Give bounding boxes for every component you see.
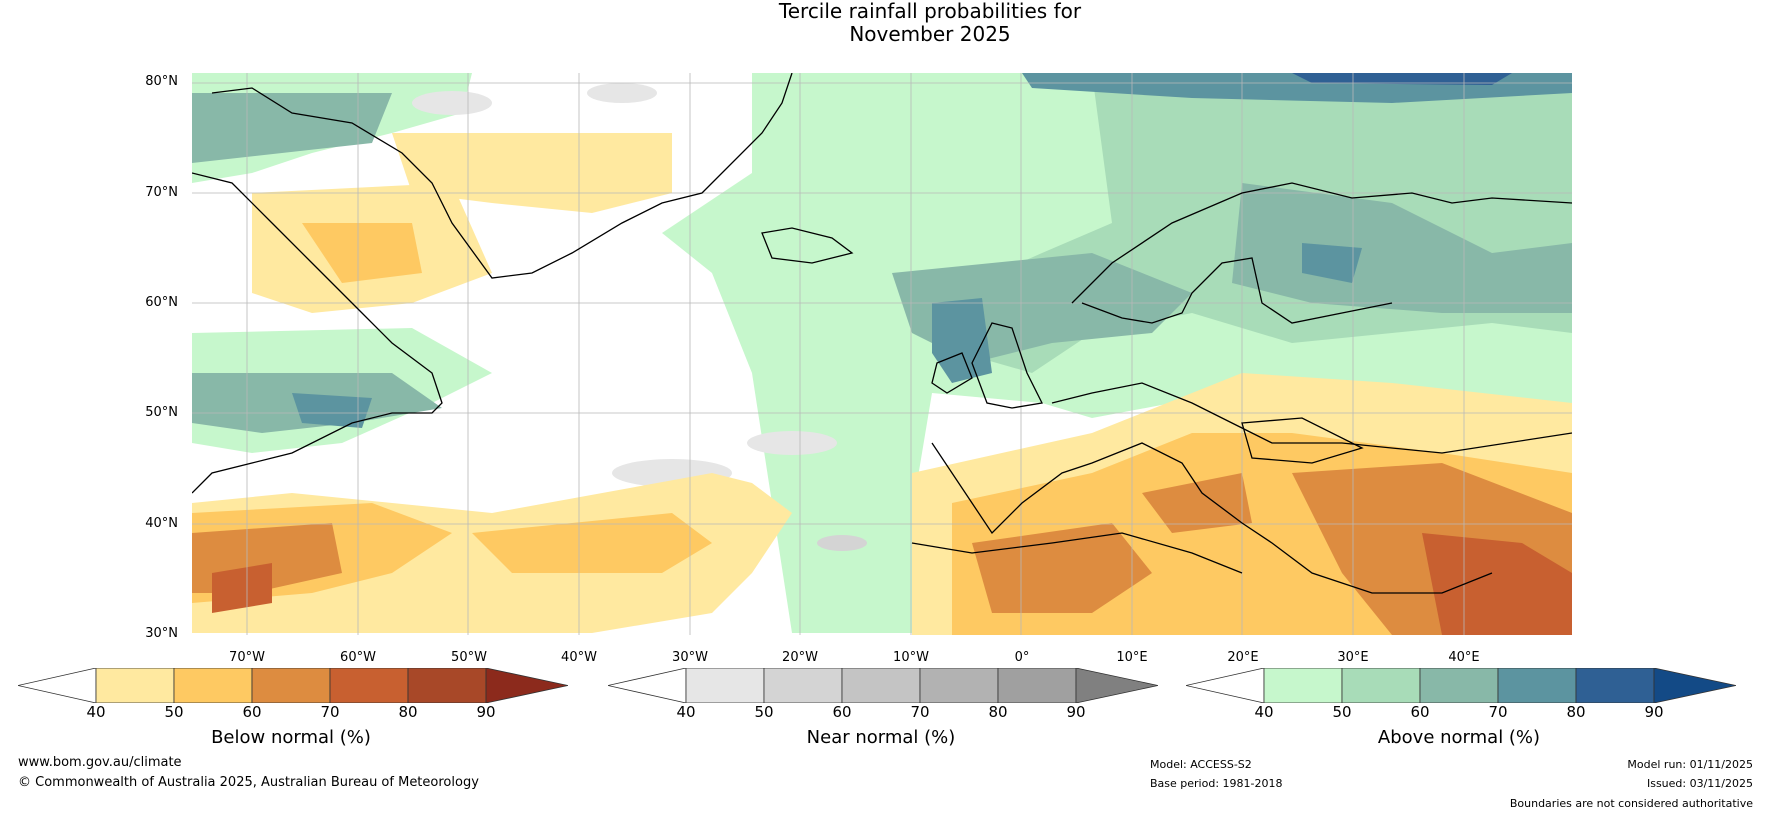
footer-issued: Issued: 03/11/2025 [1646,777,1753,790]
probability-map [192,73,1572,635]
lon-label-40w: 40°W [561,650,597,665]
cbar3-tick-70: 70 [1488,703,1508,721]
cbar1-bin-40-50 [95,667,175,704]
footer-model: Model: ACCESS-S2 [1150,758,1252,771]
cbar1-tick-70: 70 [320,703,340,721]
cbar1-bin-50-60 [173,667,253,704]
lon-label-30w: 30°W [672,650,708,665]
cbar1-bin-60-70 [251,667,331,704]
cbar2-upper-extend [1075,667,1159,704]
cbar1-lower-extend [17,667,97,704]
cbar2-bin-40-50 [685,667,765,704]
footer-boundaries-note: Boundaries are not considered authoritat… [1509,797,1753,810]
colorbar-near-normal-label: Near normal (%) [806,727,956,748]
cbar3-bin-80-90 [1575,667,1655,704]
cbar2-tick-60: 60 [832,703,852,721]
cbar2-bin-50-60 [763,667,843,704]
cbar1-bin-70-80 [329,667,409,704]
cbar2-tick-70: 70 [910,703,930,721]
footer-model-run: Model run: 01/11/2025 [1627,758,1753,771]
cbar1-tick-40: 40 [86,703,106,721]
footer-base-period: Base period: 1981-2018 [1150,777,1283,790]
cbar3-tick-50: 50 [1332,703,1352,721]
colorbar-above-normal-swatches [1185,667,1737,704]
cbar2-lower-extend [607,667,687,704]
cbar3-bin-40-50 [1263,667,1343,704]
colorbar-below-normal [17,667,569,704]
coastlines [192,73,1572,594]
cbar2-tick-40: 40 [676,703,696,721]
cbar2-bin-80-90 [997,667,1077,704]
cbar3-tick-90: 90 [1644,703,1664,721]
colorbar-near-normal-swatches [607,667,1159,704]
title-line-1: Tercile rainfall probabilities for [778,0,1082,23]
lon-label-20w: 20°W [782,650,818,665]
lon-label-20e: 20°E [1227,650,1259,665]
lon-label-10w: 10°W [893,650,929,665]
lon-label-40e: 40°E [1448,650,1480,665]
map-gridlines [192,73,1572,635]
cbar3-lower-extend [1185,667,1265,704]
cbar3-bin-70-80 [1497,667,1577,704]
cbar3-tick-60: 60 [1410,703,1430,721]
cbar3-tick-40: 40 [1254,703,1274,721]
above-normal-regions [192,73,1572,633]
map-canvas [192,73,1572,635]
cbar1-tick-90: 90 [476,703,496,721]
lon-label-70w: 70°W [229,650,265,665]
colorbar-above-normal [1185,667,1737,704]
lat-label-70n: 70°N [145,185,178,200]
lat-label-30n: 30°N [145,626,178,641]
footer-copyright: © Commonwealth of Australia 2025, Austra… [18,775,479,790]
lon-label-30e: 30°E [1337,650,1369,665]
lon-label-10e: 10°E [1116,650,1148,665]
lat-label-40n: 40°N [145,516,178,531]
cbar1-upper-extend [485,667,569,704]
lat-label-50n: 50°N [145,405,178,420]
cbar2-tick-90: 90 [1066,703,1086,721]
colorbar-near-normal [607,667,1159,704]
cbar2-bin-60-70 [841,667,921,704]
colorbar-below-normal-swatches [17,667,569,704]
cbar3-upper-extend [1653,667,1737,704]
colorbar-above-normal-label: Above normal (%) [1377,727,1541,748]
footer-url: www.bom.gov.au/climate [18,755,182,770]
cbar3-tick-80: 80 [1566,703,1586,721]
title-line-2: November 2025 [849,22,1011,46]
lon-label-0: 0° [1014,650,1030,665]
cbar2-tick-50: 50 [754,703,774,721]
cbar3-bin-60-70 [1419,667,1499,704]
cbar1-tick-50: 50 [164,703,184,721]
chart-title: Tercile rainfall probabilities for Novem… [0,0,1770,46]
lat-label-80n: 80°N [145,74,178,89]
cbar1-bin-80-90 [407,667,487,704]
lat-label-60n: 60°N [145,295,178,310]
lon-label-60w: 60°W [340,650,376,665]
cbar1-tick-60: 60 [242,703,262,721]
lon-label-50w: 50°W [451,650,487,665]
cbar2-bin-70-80 [919,667,999,704]
colorbar-below-normal-label: Below normal (%) [211,727,371,748]
cbar2-tick-80: 80 [988,703,1008,721]
cbar1-tick-80: 80 [398,703,418,721]
cbar3-bin-50-60 [1341,667,1421,704]
